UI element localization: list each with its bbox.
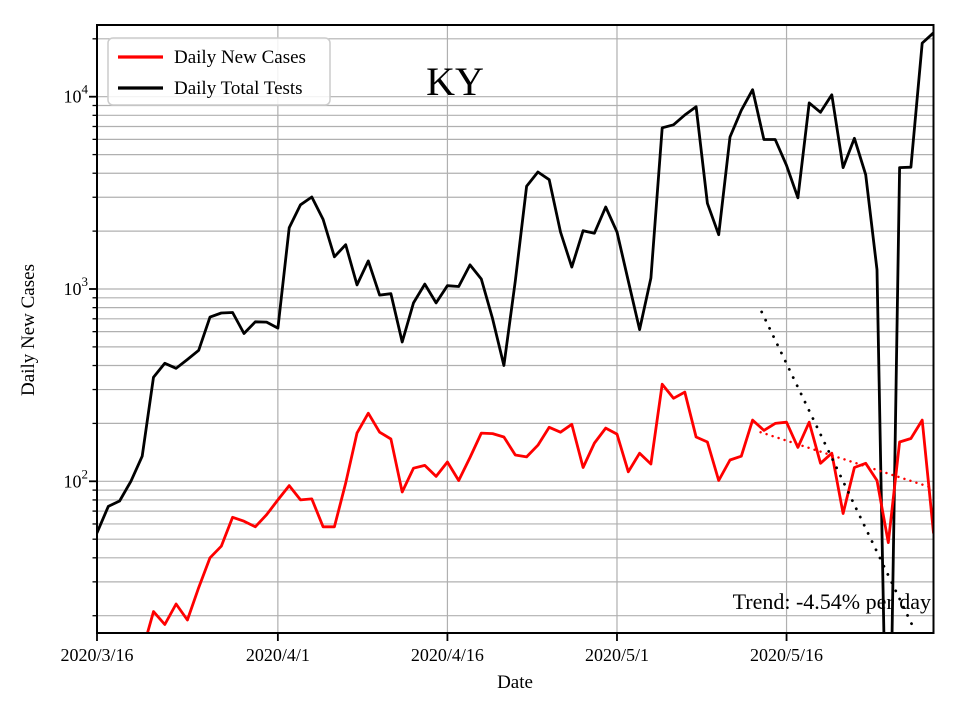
trend-annotation: Trend: -4.54% per day [733, 589, 931, 614]
page-title: KY [426, 59, 484, 104]
tick-labels: 102 103 104 2020/3/16 2020/4/1 2020/4/16 2020/… [60, 82, 823, 665]
legend-label-cases: Daily New Cases [174, 47, 306, 68]
legend-box [107, 37, 331, 106]
y-tick-label: 103 [64, 274, 89, 299]
legend: Daily New Cases Daily Total Tests [107, 37, 331, 106]
x-tick-label: 2020/4/16 [411, 645, 484, 665]
x-tick-label: 2020/4/1 [246, 645, 310, 665]
axes-spines [96, 24, 935, 634]
cases-trend [759, 431, 934, 490]
x-tick-label: 2020/5/16 [750, 645, 823, 665]
x-tick-label: 2020/5/1 [585, 645, 649, 665]
y-axis-label: Daily New Cases [18, 264, 39, 396]
x-axis-label: Date [497, 672, 533, 693]
series-line-daily-total-tests [97, 31, 934, 633]
data-series [97, 31, 934, 633]
legend-label-tests: Daily Total Tests [174, 78, 303, 99]
series-line-daily-new-cases [146, 382, 934, 633]
y-tick-label: 104 [64, 82, 89, 107]
trend-lines [759, 310, 934, 633]
grid [96, 25, 934, 633]
y-tick-label: 102 [64, 466, 89, 491]
x-tick-label: 2020/3/16 [60, 645, 133, 665]
axis-ticks [89, 38, 788, 641]
